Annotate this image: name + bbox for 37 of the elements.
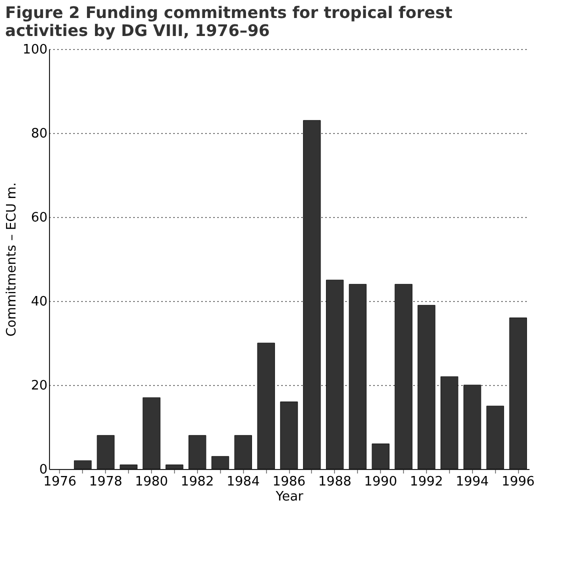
bar [234, 435, 252, 470]
x-tick-label: 1988 [318, 474, 352, 490]
x-tick-label: 1990 [364, 474, 398, 490]
text: activities by DG VIII, 1976–96 [5, 21, 270, 40]
x-tick-label: 1982 [180, 474, 214, 490]
x-tick-label: 1994 [456, 474, 489, 490]
bar [348, 284, 367, 470]
bar [486, 406, 504, 470]
y-axis-title: Commitments – ECU m. [4, 182, 20, 337]
y-tick-label: 60 [30, 210, 48, 226]
x-tick-label: 1980 [134, 474, 168, 490]
x-tick-label: 1992 [410, 474, 444, 490]
x-axis-title: Year [274, 490, 304, 504]
y-tick-label: 100 [22, 42, 48, 58]
x-tick-label: 1984 [226, 474, 260, 490]
y-tick-label: 80 [30, 126, 48, 142]
bar [188, 435, 206, 470]
text: Figure 2 Funding commitments for tropical forest [5, 3, 452, 22]
bar [418, 304, 436, 470]
bar [211, 456, 230, 470]
bar [74, 460, 92, 470]
bar [166, 464, 184, 470]
bar [120, 464, 138, 470]
bar [142, 397, 160, 470]
x-tick-label: 1976 [43, 474, 76, 490]
y-tick-label: 40 [30, 294, 48, 310]
y-tick-label: 0 [39, 462, 48, 478]
bar [372, 444, 390, 470]
y-tick-label: 20 [30, 378, 48, 394]
x-tick-label: 1996 [502, 474, 535, 490]
x-tick-label: 1986 [272, 474, 306, 490]
bar [440, 376, 458, 470]
bar [280, 402, 298, 470]
bar [257, 342, 275, 470]
x-tick-label: 1978 [89, 474, 122, 490]
bar [509, 318, 527, 470]
bar [96, 435, 115, 470]
